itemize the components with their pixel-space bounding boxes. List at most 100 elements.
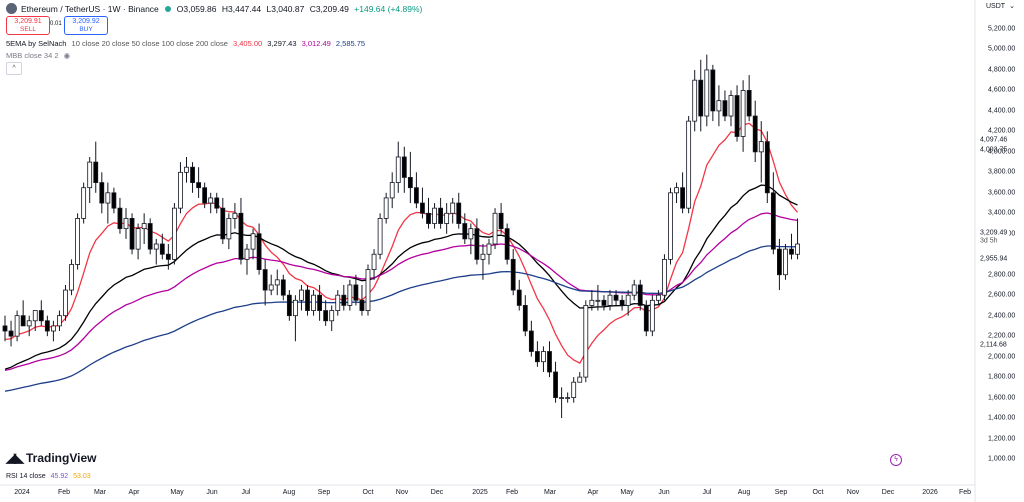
candle bbox=[528, 320, 534, 357]
ema-indicator-name: 5EMA by SelNach bbox=[6, 39, 67, 48]
candle bbox=[595, 284, 601, 311]
candle bbox=[220, 197, 226, 244]
price-axis-label: 3,600.00 bbox=[988, 189, 1016, 197]
open-value: O3,059.86 bbox=[176, 3, 217, 14]
candle bbox=[740, 80, 746, 152]
candle bbox=[117, 197, 123, 234]
candle bbox=[432, 203, 437, 229]
ohlc-values: O3,059.86 H3,447.44 L3,040.87 C3,209.49 … bbox=[177, 4, 426, 14]
sell-button[interactable]: 3,209.91 SELL bbox=[6, 16, 50, 35]
eye-icon[interactable]: ◉ bbox=[63, 51, 71, 60]
candle bbox=[420, 187, 425, 219]
time-axis-label: Apr bbox=[128, 489, 140, 496]
candle bbox=[686, 116, 692, 214]
candle bbox=[268, 274, 274, 296]
candle bbox=[710, 64, 716, 122]
candle bbox=[571, 377, 577, 403]
candle bbox=[57, 310, 62, 332]
candle bbox=[135, 223, 141, 260]
time-axis-label: Sep bbox=[774, 489, 788, 496]
price-axis-label: 1,000.00 bbox=[988, 455, 1016, 463]
buy-button[interactable]: 3,209.92 BUY bbox=[64, 16, 108, 35]
candle bbox=[553, 361, 558, 403]
time-axis-label: Dec bbox=[430, 489, 444, 496]
rsi-name: RSI 14 close bbox=[6, 473, 46, 480]
candle bbox=[26, 315, 32, 337]
candle bbox=[637, 279, 643, 311]
time-axis-label: Feb bbox=[57, 489, 71, 496]
candle bbox=[770, 172, 776, 255]
time-axis-label: Sep bbox=[317, 489, 331, 496]
candle bbox=[262, 259, 268, 306]
candle bbox=[335, 290, 341, 316]
candle bbox=[214, 192, 220, 214]
mbb-indicator-legend[interactable]: MBB close 34 2 ◉ bbox=[6, 51, 73, 60]
candle bbox=[8, 320, 14, 347]
time-axis-label: Jul bbox=[241, 489, 251, 496]
candle bbox=[14, 310, 20, 342]
time-axis-label: Dec bbox=[881, 489, 895, 496]
sell-price: 3,209.91 bbox=[14, 18, 42, 25]
time-axis-label: May bbox=[170, 489, 184, 496]
candle bbox=[668, 187, 673, 265]
candle bbox=[613, 290, 619, 306]
tradingview-mark-icon: ◢◣ bbox=[6, 450, 24, 465]
candle bbox=[147, 218, 153, 255]
candle bbox=[577, 371, 583, 383]
chevron-down-icon: ⌄ bbox=[1009, 3, 1015, 10]
candle bbox=[438, 197, 444, 229]
high-value: H3,447.44 bbox=[221, 3, 262, 14]
collapse-legend-button[interactable]: ^ bbox=[6, 62, 22, 75]
price-axis-label: 2,000.00 bbox=[988, 353, 1016, 361]
price-axis-label: 1,800.00 bbox=[988, 373, 1016, 381]
symbol-header[interactable]: Ethereum / TetherUS · 1W · Binance O3,05… bbox=[6, 3, 425, 14]
candle bbox=[359, 284, 365, 316]
currency-selector[interactable]: USDT ⌄ bbox=[986, 2, 1015, 11]
candle bbox=[123, 208, 129, 239]
candle bbox=[299, 284, 304, 311]
price-axis-label: 5,000.00 bbox=[988, 45, 1016, 53]
time-axis-label: Aug bbox=[282, 489, 296, 496]
candle bbox=[63, 284, 68, 321]
candle bbox=[795, 218, 800, 260]
candle bbox=[649, 295, 655, 337]
mbb-indicator-name: MBB close 34 2 bbox=[6, 51, 59, 60]
candle bbox=[643, 300, 649, 337]
lightning-icon[interactable]: ϟ bbox=[890, 454, 902, 466]
ema-value-1: 3,405.00 bbox=[233, 39, 263, 48]
candle bbox=[389, 172, 395, 209]
candle bbox=[601, 295, 607, 311]
ema-20-line bbox=[4, 184, 798, 370]
price-tag-1: 4,097.46 bbox=[980, 136, 1008, 144]
ema-indicator-legend[interactable]: 5EMA by SelNach 10 close 20 close 50 clo… bbox=[6, 39, 368, 48]
candle bbox=[662, 254, 667, 301]
candle bbox=[758, 121, 764, 183]
symbol-title[interactable]: Ethereum / TetherUS · 1W · Binance bbox=[21, 3, 159, 14]
time-axis-label: Jul bbox=[702, 489, 712, 496]
candle bbox=[589, 290, 595, 311]
time-axis-label: Apr bbox=[587, 489, 599, 496]
candle bbox=[226, 213, 232, 250]
candle bbox=[44, 315, 50, 337]
candle bbox=[87, 156, 93, 204]
candle bbox=[395, 141, 401, 193]
buy-price: 3,209.92 bbox=[72, 18, 100, 25]
candle bbox=[722, 90, 728, 122]
ema-10-line bbox=[4, 122, 798, 364]
candle bbox=[38, 300, 44, 326]
time-axis-label: Nov bbox=[846, 489, 860, 496]
price-axis-label: 4,600.00 bbox=[988, 86, 1016, 94]
candle bbox=[516, 279, 522, 311]
candle bbox=[329, 305, 335, 332]
candle bbox=[341, 284, 347, 311]
price-axis-label: 1,200.00 bbox=[988, 435, 1016, 443]
candle bbox=[238, 197, 244, 265]
price-axis-label: 4,200.00 bbox=[988, 127, 1016, 135]
price-tag-4: 2,114.68 bbox=[980, 341, 1007, 349]
candle bbox=[474, 218, 480, 265]
rsi-legend[interactable]: RSI 14 close 45.92 53.03 bbox=[6, 473, 94, 480]
brand-name: TradingView bbox=[26, 451, 97, 465]
candle bbox=[789, 233, 794, 260]
rsi-value-1: 45.92 bbox=[50, 473, 69, 480]
